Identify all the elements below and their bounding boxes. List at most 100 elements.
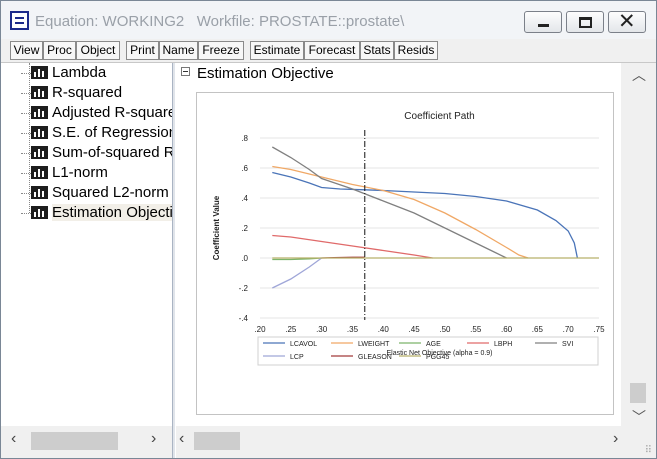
y-tick-label: .8: [241, 134, 248, 143]
tree-item-label: Estimation Objective: [52, 204, 172, 221]
resize-grip-icon[interactable]: ⠿: [644, 445, 652, 456]
estimate-button[interactable]: Estimate: [250, 41, 304, 60]
x-tick-label: .60: [501, 325, 513, 334]
chevron-right-icon[interactable]: ›: [613, 430, 619, 447]
x-tick-label: .30: [316, 325, 328, 334]
y-axis-label: Coefficient Value: [212, 195, 221, 260]
table-icon: [31, 86, 48, 99]
print-button[interactable]: Print: [126, 41, 159, 60]
chevron-up-icon[interactable]: ︿: [632, 67, 646, 83]
table-icon: [31, 166, 48, 179]
object-button[interactable]: Object: [76, 41, 120, 60]
legend-label: PGG45: [426, 354, 449, 361]
table-icon: [31, 206, 48, 219]
x-tick-label: .75: [593, 325, 605, 334]
tree-item-label: Sum-of-squared Resids: [52, 144, 172, 161]
x-tick-label: .25: [285, 325, 297, 334]
chart-svg: Coefficient Path .8 .6 .4 .2 .0 -.2 -.4 .20 .25 .3…: [212, 111, 605, 366]
tree-item-label: R-squared: [52, 84, 123, 101]
x-tick-label: .65: [532, 325, 544, 334]
x-tick-label: .20: [254, 325, 266, 334]
pane-splitter[interactable]: [172, 63, 175, 458]
freeze-button[interactable]: Freeze: [198, 41, 244, 60]
proc-button[interactable]: Proc: [43, 41, 76, 60]
forecast-button[interactable]: Forecast: [304, 41, 360, 60]
tree-item-estimation-objective[interactable]: Estimation Objective: [9, 203, 172, 223]
tree-item-label: S.E. of Regression: [52, 124, 172, 141]
tree-scroll-thumb[interactable]: [31, 432, 118, 450]
chart-title: Coefficient Path: [404, 111, 474, 122]
tree-item-label: Squared L2-norm: [52, 184, 169, 201]
maximize-icon: [579, 17, 592, 28]
close-icon: ✕: [618, 10, 636, 33]
legend-label: AGE: [426, 341, 441, 348]
table-icon: [31, 66, 48, 79]
output-horizontal-scrollbar[interactable]: ‹ › ⠿: [176, 426, 656, 458]
chevron-left-icon[interactable]: ‹: [11, 430, 17, 447]
tree-item-r-squared[interactable]: R-squared: [9, 83, 172, 103]
tree-item-l1-norm[interactable]: L1-norm: [9, 163, 172, 183]
y-tick-label: .4: [241, 194, 248, 203]
tree-item-squared-l2-norm[interactable]: Squared L2-norm: [9, 183, 172, 203]
table-icon: [31, 146, 48, 159]
legend-box: [257, 336, 599, 366]
tree-item-adjusted-r-squared[interactable]: Adjusted R-squared: [9, 103, 172, 123]
series-line-lcp: [272, 257, 322, 289]
tree-item-label: Adjusted R-squared: [52, 104, 172, 121]
series-line-lcavol: [272, 171, 579, 259]
maximize-button[interactable]: [566, 11, 604, 33]
y-tick-label: .6: [241, 164, 248, 173]
table-icon: [31, 186, 48, 199]
vertical-scroll-thumb[interactable]: [630, 383, 646, 403]
output-pane: Estimation Objective Coefficient Path .8.…: [176, 63, 621, 426]
equation-object-icon: [10, 11, 29, 30]
chevron-left-icon[interactable]: ‹: [179, 430, 185, 447]
y-tick-label: -.2: [239, 284, 249, 293]
minimize-icon: [538, 24, 549, 27]
tree-item-se-of-regression[interactable]: S.E. of Regression: [9, 123, 172, 143]
legend-label: LWEIGHT: [358, 341, 390, 348]
tree-item-label: L1-norm: [52, 164, 108, 181]
vertical-scrollbar[interactable]: ︿ ﹀: [621, 63, 656, 426]
close-button[interactable]: ✕: [608, 10, 646, 33]
name-button[interactable]: Name: [159, 41, 198, 60]
y-tick-label: -.4: [239, 314, 249, 323]
x-tick-label: .55: [470, 325, 482, 334]
x-tick-label: .50: [439, 325, 451, 334]
tree-horizontal-scrollbar[interactable]: ‹ ›: [1, 426, 172, 458]
section-title: Estimation Objective: [197, 65, 334, 82]
y-tick-label: .2: [241, 224, 248, 233]
tree-item-sum-of-squared-resids[interactable]: Sum-of-squared Resids: [9, 143, 172, 163]
series-line-svi: [271, 146, 507, 259]
tree-connector: [29, 63, 30, 213]
title-bar[interactable]: Equation: WORKING2 Workfile: PROSTATE::p…: [1, 1, 656, 39]
legend-label: LCAVOL: [290, 341, 317, 348]
table-icon: [31, 126, 48, 139]
chevron-down-icon[interactable]: ﹀: [632, 409, 646, 425]
coefficient-path-chart: Coefficient Path .8 .6 .4 .2 .0 -.2 -.4 .20 .25 .3…: [196, 92, 614, 415]
minimize-button[interactable]: [524, 11, 562, 33]
legend-label: LBPH: [494, 341, 512, 348]
x-axis-label: Elastic Net Objective (alpha = 0.9): [386, 350, 492, 357]
stats-button[interactable]: Stats: [360, 41, 394, 60]
output-scroll-thumb[interactable]: [194, 432, 240, 450]
x-tick-label: .40: [378, 325, 390, 334]
legend-label: LCP: [290, 354, 304, 361]
window-title: Equation: WORKING2 Workfile: PROSTATE::p…: [35, 13, 405, 30]
chevron-right-icon[interactable]: ›: [151, 430, 157, 447]
x-tick-label: .70: [563, 325, 575, 334]
legend-label: GLEASON: [358, 354, 392, 361]
output-tree: Lambda R-squared Adjusted R-squared S.E.…: [9, 63, 172, 426]
series-line-lbph: [272, 234, 433, 259]
collapse-icon[interactable]: [181, 67, 190, 76]
table-icon: [31, 106, 48, 119]
tree-item-lambda[interactable]: Lambda: [9, 63, 172, 83]
view-button[interactable]: View: [10, 41, 43, 60]
resids-button[interactable]: Resids: [394, 41, 438, 60]
y-tick-label: .0: [241, 254, 248, 263]
legend-label: SVI: [562, 341, 573, 348]
x-tick-label: .45: [409, 325, 421, 334]
series-line-lweight: [272, 165, 529, 259]
equation-toolbar: View Proc Object Print Name Freeze Estim…: [1, 39, 656, 63]
